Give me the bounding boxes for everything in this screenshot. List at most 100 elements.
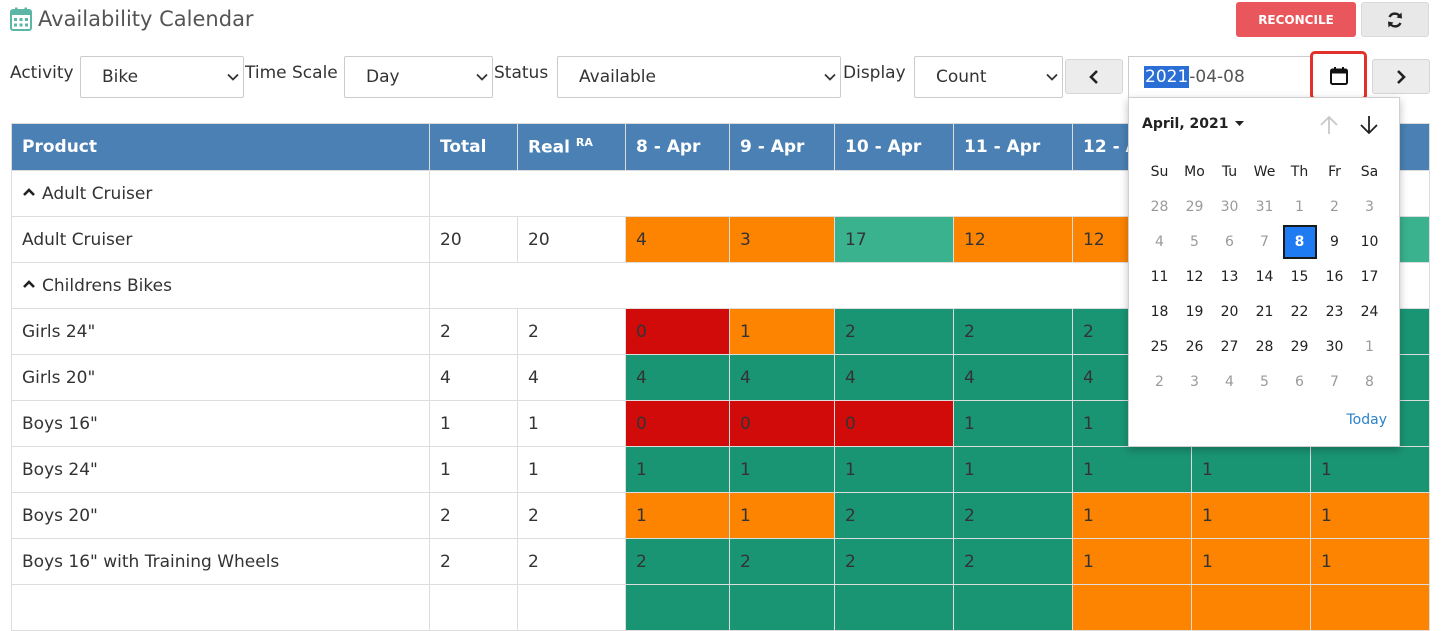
availability-cell[interactable]: 1 [729,446,835,493]
calendar-day[interactable]: 28 [1142,189,1177,224]
month-year-selector[interactable]: April, 2021 [1142,116,1244,132]
calendar-day[interactable]: 27 [1212,329,1247,364]
column-header-day[interactable]: 10 - Apr [834,123,954,171]
calendar-day[interactable]: 2 [1317,189,1352,224]
availability-cell[interactable]: 0 [625,400,730,447]
open-calendar-button[interactable] [1310,51,1367,100]
calendar-day[interactable]: 5 [1177,224,1212,259]
calendar-day[interactable]: 30 [1317,329,1352,364]
calendar-day[interactable]: 7 [1247,224,1282,259]
calendar-day[interactable]: 25 [1142,329,1177,364]
availability-cell[interactable]: 1 [1072,538,1192,585]
availability-cell[interactable] [1072,584,1192,631]
availability-cell[interactable]: 1 [729,492,835,539]
activity-select[interactable]: Bike [80,56,244,98]
availability-cell[interactable]: 0 [625,308,730,355]
calendar-day[interactable]: 13 [1212,259,1247,294]
availability-cell[interactable]: 1 [1310,492,1430,539]
today-link[interactable]: Today [1346,412,1388,428]
availability-cell[interactable]: 4 [834,354,954,401]
calendar-day[interactable]: 15 [1282,259,1317,294]
calendar-day[interactable]: 26 [1177,329,1212,364]
status-select[interactable]: Available [557,56,841,98]
calendar-day[interactable]: 23 [1317,294,1352,329]
availability-cell[interactable]: 2 [625,538,730,585]
calendar-day[interactable]: 18 [1142,294,1177,329]
availability-cell[interactable]: 2 [953,538,1073,585]
availability-cell[interactable]: 1 [1191,538,1311,585]
availability-cell[interactable]: 2 [729,538,835,585]
availability-cell[interactable]: 1 [953,400,1073,447]
column-header-real[interactable]: Real RA [517,123,626,171]
calendar-day[interactable]: 9 [1317,224,1352,259]
availability-cell[interactable] [953,584,1073,631]
column-header-product[interactable]: Product [11,123,430,171]
calendar-day[interactable]: 30 [1212,189,1247,224]
calendar-day[interactable]: 6 [1212,224,1247,259]
availability-cell[interactable]: 2 [953,308,1073,355]
calendar-day[interactable]: 19 [1177,294,1212,329]
refresh-button[interactable] [1361,2,1429,37]
availability-cell[interactable]: 1 [953,446,1073,493]
calendar-day[interactable]: 14 [1247,259,1282,294]
group-toggle[interactable]: Childrens Bikes [11,262,430,309]
availability-cell[interactable]: 4 [953,354,1073,401]
calendar-day[interactable]: 4 [1142,224,1177,259]
availability-cell[interactable] [834,584,954,631]
availability-cell[interactable] [729,584,835,631]
column-header-day[interactable]: 11 - Apr [953,123,1073,171]
availability-cell[interactable]: 1 [1191,492,1311,539]
availability-cell[interactable]: 3 [729,216,835,263]
reconcile-button[interactable]: RECONCILE [1236,2,1356,37]
availability-cell[interactable]: 1 [625,446,730,493]
group-toggle[interactable]: Adult Cruiser [11,170,430,217]
availability-cell[interactable]: 4 [625,354,730,401]
availability-cell[interactable]: 2 [834,308,954,355]
calendar-day[interactable]: 3 [1352,189,1387,224]
calendar-day[interactable]: 3 [1177,364,1212,399]
availability-cell[interactable]: 1 [1191,446,1311,493]
availability-cell[interactable]: 1 [1310,446,1430,493]
calendar-day[interactable]: 29 [1282,329,1317,364]
calendar-day[interactable]: 1 [1282,189,1317,224]
availability-cell[interactable]: 1 [1072,492,1192,539]
arrow-up-icon[interactable] [1318,114,1340,136]
availability-cell[interactable] [1310,584,1430,631]
calendar-day[interactable]: 16 [1317,259,1352,294]
availability-cell[interactable]: 1 [1072,446,1192,493]
calendar-day[interactable]: 20 [1212,294,1247,329]
arrow-down-icon[interactable] [1358,114,1380,136]
selected-day[interactable]: 8 [1282,224,1317,259]
calendar-day[interactable]: 8 [1352,364,1387,399]
timescale-select[interactable]: Day [344,56,493,98]
availability-cell[interactable]: 1 [1310,538,1430,585]
calendar-day[interactable]: 12 [1177,259,1212,294]
availability-cell[interactable]: 2 [834,492,954,539]
column-header-day[interactable]: 9 - Apr [729,123,835,171]
calendar-day[interactable]: 4 [1212,364,1247,399]
availability-cell[interactable]: 1 [729,308,835,355]
availability-cell[interactable]: 0 [834,400,954,447]
column-header-day[interactable]: 8 - Apr [625,123,730,171]
availability-cell[interactable] [1191,584,1311,631]
calendar-day[interactable]: 5 [1247,364,1282,399]
availability-cell[interactable]: 12 [953,216,1073,263]
calendar-day[interactable]: 24 [1352,294,1387,329]
calendar-day[interactable]: 29 [1177,189,1212,224]
calendar-day[interactable]: 21 [1247,294,1282,329]
availability-cell[interactable]: 0 [729,400,835,447]
calendar-day[interactable]: 28 [1247,329,1282,364]
calendar-day[interactable]: 7 [1317,364,1352,399]
prev-date-button[interactable] [1065,59,1123,94]
next-date-button[interactable] [1372,59,1430,94]
availability-cell[interactable]: 4 [729,354,835,401]
availability-cell[interactable]: 1 [834,446,954,493]
availability-cell[interactable]: 4 [625,216,730,263]
availability-cell[interactable] [625,584,730,631]
calendar-day[interactable]: 6 [1282,364,1317,399]
display-select[interactable]: Count [914,56,1063,98]
availability-cell[interactable]: 17 [834,216,954,263]
calendar-day[interactable]: 31 [1247,189,1282,224]
calendar-day[interactable]: 1 [1352,329,1387,364]
availability-cell[interactable]: 2 [834,538,954,585]
